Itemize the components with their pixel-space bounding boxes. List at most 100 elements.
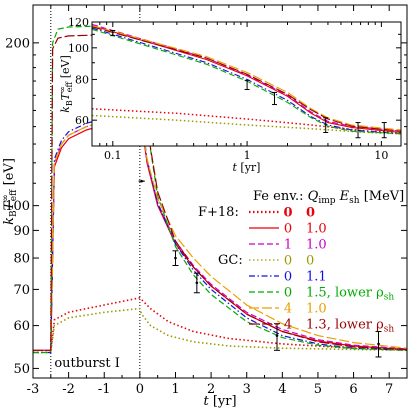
- main-series-line-0: [33, 297, 407, 352]
- main-y-tick-label-3: 80: [13, 252, 30, 267]
- legend-group-f18: F+18:: [198, 205, 239, 220]
- legend-e-value-3: 0: [306, 254, 314, 269]
- main-observation-point-2: [195, 281, 199, 285]
- legend-header-q: Q: [308, 189, 319, 204]
- legend-header-e: E: [336, 189, 350, 204]
- legend-e-text-4: 1.1: [306, 270, 327, 285]
- legend-lower-rho-sub-7: sh: [384, 325, 395, 335]
- main-observation-point-4: [377, 342, 380, 346]
- inset-x-tick-label-2: 10: [374, 149, 388, 162]
- legend-e-value-5: 1.5, lower ρsh: [306, 286, 394, 303]
- main-y-tick-label-2: 70: [13, 283, 30, 298]
- legend-e-value-4: 1.1: [306, 270, 327, 285]
- main-frame: [32, 4, 408, 379]
- legend-e-text-3: 0: [306, 254, 314, 269]
- inset-frame: [91, 21, 402, 147]
- main-observation-point-1: [174, 256, 177, 260]
- legend-q-value-3: 0: [284, 254, 292, 269]
- legend-header-q-sub: imp: [318, 196, 335, 206]
- main-x-tick-label-6: 3: [243, 382, 251, 397]
- inset-y-axis-k: k: [59, 106, 72, 113]
- inset-y-axis-sub-eff: eff: [65, 80, 74, 92]
- legend-q-value-2: 1: [284, 238, 292, 253]
- main-x-tick-label-0: -3: [27, 382, 40, 397]
- main-x-axis-unit: [yr]: [209, 394, 237, 409]
- main-y-axis-sub-eff: eff: [9, 189, 19, 201]
- legend-e-text-1: 1.0: [306, 222, 327, 237]
- legend-q-value-0: 0: [283, 206, 292, 221]
- legend: Fe env.: Qimp Esh [MeV]F+18:GC:0 00 1.01 1.…: [198, 189, 404, 335]
- legend-e-text-6: 1.0: [306, 302, 327, 317]
- inset-y-tick-label-3: 120: [68, 16, 89, 29]
- main-y-tick-label-6: 200: [5, 36, 30, 51]
- legend-lower-rho-sub-5: sh: [384, 293, 395, 303]
- main-series-line-7: [33, 33, 407, 351]
- main-y-axis-sup: ∞: [1, 194, 11, 202]
- main-x-tick-label-9: 6: [349, 382, 357, 397]
- inset-x-tick-label-1: 1: [244, 149, 251, 162]
- legend-header: Fe env.: Qimp Esh [MeV]: [253, 189, 404, 206]
- main-x-tick-label-3: 0: [136, 382, 144, 397]
- main-series-line-2: [33, 114, 407, 351]
- legend-header-e-sub: sh: [349, 196, 360, 206]
- main-y-tick-label-0: 50: [13, 362, 30, 377]
- inset-y-axis-unit: [eV]: [59, 55, 72, 82]
- inset-x-tick-label-0: 0.1: [104, 149, 122, 162]
- inset-series-line-5: [92, 28, 401, 135]
- main-x-tick-label-1: -2: [62, 382, 75, 397]
- legend-q-value-7: 4: [284, 318, 292, 333]
- main-y-axis-label: kBT∞eff [eV]: [1, 158, 19, 225]
- main-observation-point-0: [140, 179, 143, 183]
- main-series-line-6: [33, 114, 407, 351]
- main-series-line-1: [33, 117, 407, 351]
- main-y-axis-unit: [eV]: [2, 158, 17, 189]
- legend-q-value-1: 0: [284, 222, 292, 237]
- inset-y-axis-sub-b: B: [65, 100, 74, 106]
- main-y-tick-label-1: 60: [13, 319, 30, 334]
- legend-e-text-2: 1.0: [306, 238, 327, 253]
- legend-header-unit: [MeV]: [360, 189, 405, 204]
- main-y-tick-label-5: 100: [5, 199, 30, 214]
- main-y-axis-k: k: [2, 217, 17, 225]
- legend-e-text-5: 1.5: [306, 286, 327, 301]
- main-observation-point-3: [275, 334, 279, 337]
- legend-e-value-0: 0: [306, 206, 315, 221]
- inset-series-line-7: [92, 26, 401, 132]
- main-series-line-4: [33, 111, 407, 354]
- main-x-tick-label-8: 5: [314, 382, 322, 397]
- inset-y-axis-label: kBT∞eff [eV]: [58, 55, 74, 113]
- legend-lower-rho-5: , lower ρ: [327, 286, 384, 301]
- legend-e-value-6: 1.0: [306, 302, 327, 317]
- outburst-annotation: outburst I: [54, 356, 120, 371]
- legend-e-text-7: 1.3: [306, 318, 327, 333]
- inset-plot-area: [92, 23, 401, 139]
- legend-header-env: Fe env.:: [253, 189, 308, 204]
- main-x-tick-label-2: -1: [98, 382, 111, 397]
- legend-q-value-6: 4: [284, 302, 292, 317]
- main-x-tick-label-7: 4: [278, 382, 286, 397]
- legend-e-value-7: 1.3, lower ρsh: [306, 318, 394, 335]
- inset-y-tick-label-0: 60: [75, 114, 89, 127]
- legend-e-text-0: 0: [306, 206, 315, 221]
- legend-e-value-1: 1.0: [306, 222, 327, 237]
- main-y-axis-t: T: [2, 200, 17, 210]
- legend-q-value-4: 0: [284, 270, 292, 285]
- main-x-tick-label-5: 2: [207, 382, 215, 397]
- inset-y-axis-t: T: [59, 91, 72, 100]
- inset-y-axis-sup: ∞: [58, 86, 67, 93]
- inset-series-line-4: [92, 27, 401, 135]
- legend-e-value-2: 1.0: [306, 238, 327, 253]
- inset-y-tick-label-1: 80: [75, 73, 89, 86]
- main-y-tick-label-4: 90: [13, 224, 30, 239]
- legend-group-gc: GC:: [218, 253, 243, 268]
- legend-lower-rho-7: , lower ρ: [327, 318, 384, 333]
- inset-x-axis-unit: [yr]: [237, 161, 261, 174]
- main-x-tick-label-4: 1: [171, 382, 179, 397]
- inset-x-axis-label: t [yr]: [233, 161, 261, 174]
- inset-series-line-6: [92, 25, 401, 131]
- legend-q-value-5: 0: [284, 286, 292, 301]
- main-x-axis-label: t [yr]: [203, 394, 236, 409]
- main-x-tick-label-10: 7: [385, 382, 393, 397]
- inset-y-tick-label-2: 100: [68, 42, 89, 55]
